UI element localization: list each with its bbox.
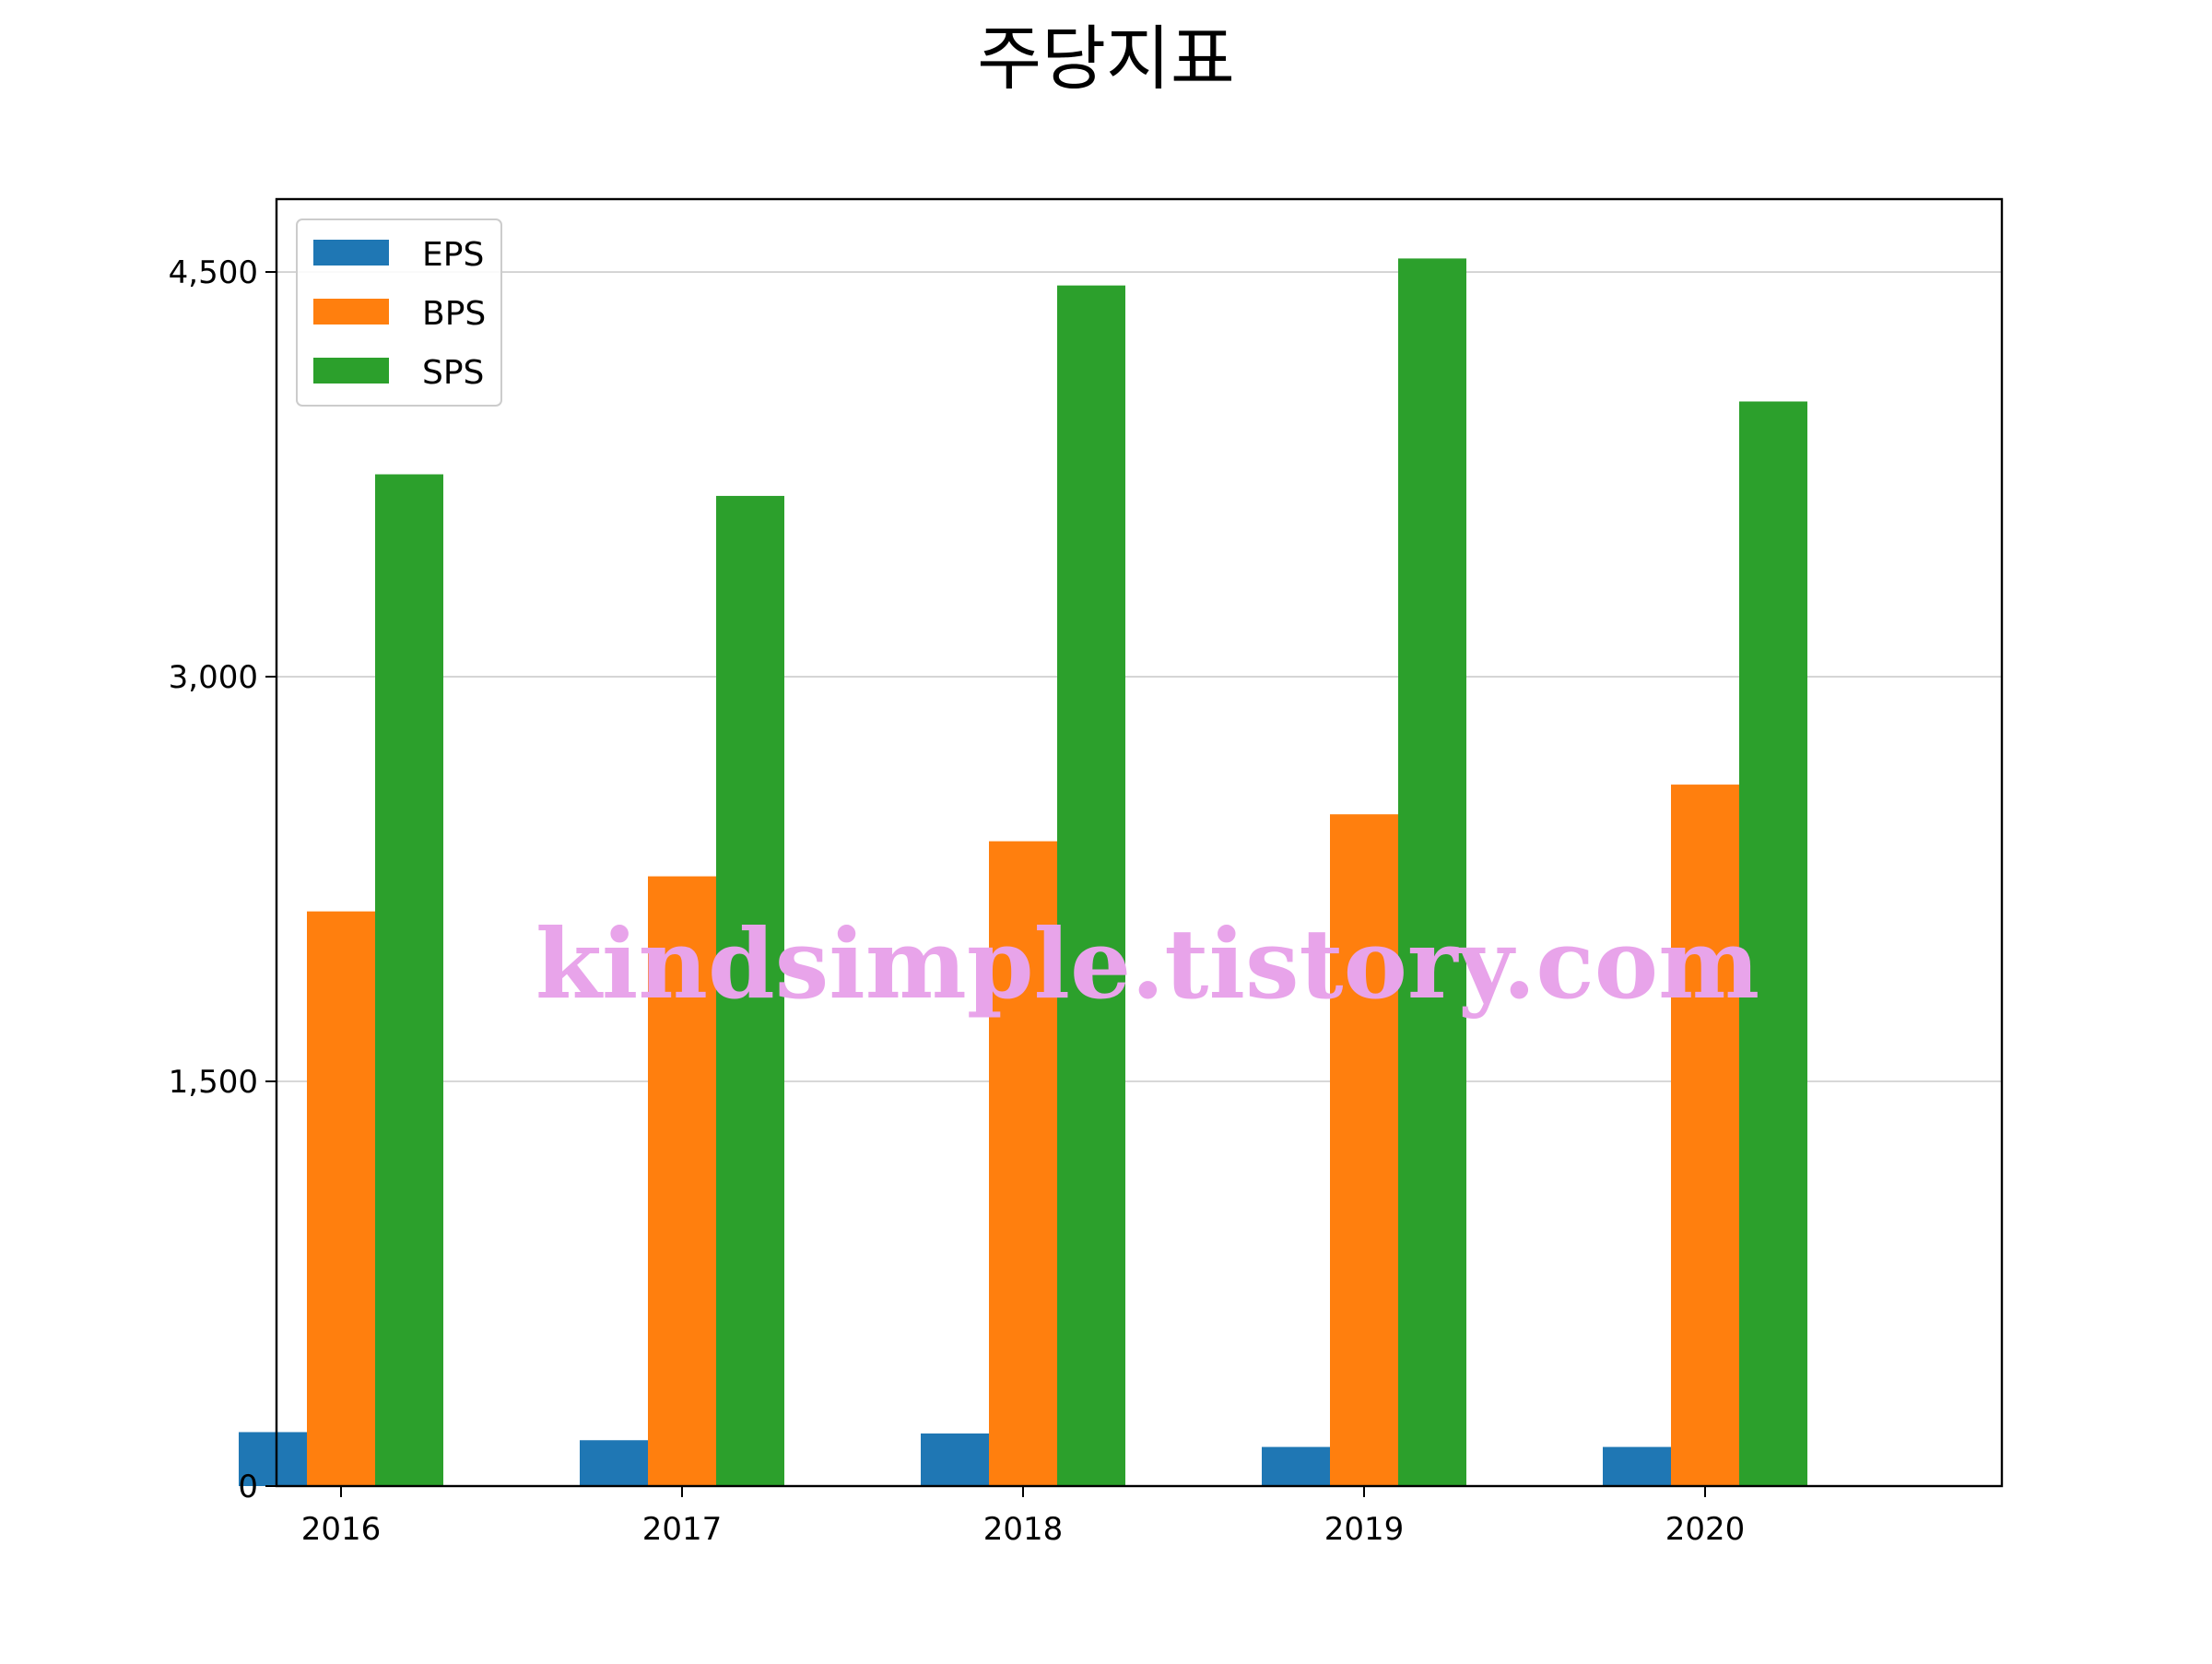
legend-label-eps: EPS xyxy=(422,236,484,274)
bar-sps-2019 xyxy=(1398,258,1466,1486)
axes xyxy=(275,197,2004,1488)
legend-label-bps: BPS xyxy=(422,295,486,333)
plot-frame xyxy=(275,197,2004,1488)
chart-title: 주당지표 xyxy=(977,18,1235,100)
legend: EPS BPS SPS xyxy=(296,218,502,407)
x-tick-label: 2018 xyxy=(983,1511,1064,1548)
bar-sps-2017 xyxy=(716,495,784,1486)
legend-label-sps: SPS xyxy=(422,354,484,392)
ticks: 0 1,500 3,000 4,500 2016 2017 2018 2019 2020 xyxy=(169,254,1746,1548)
y-tick-label: 4,500 xyxy=(169,254,258,291)
x-tick-label: 2017 xyxy=(642,1511,723,1548)
bar-sps-2016 xyxy=(375,474,443,1486)
watermark: kindsimple.tistory.com xyxy=(535,907,1759,1021)
bar-eps-2020 xyxy=(1603,1446,1671,1486)
bar-bps-2020 xyxy=(1671,785,1739,1486)
x-tick-label: 2020 xyxy=(1665,1511,1746,1548)
legend-swatch-bps xyxy=(313,299,389,325)
bars xyxy=(239,258,1807,1487)
bar-eps-2018 xyxy=(921,1433,989,1486)
y-tick-label: 0 xyxy=(238,1469,258,1505)
legend-swatch-sps xyxy=(313,358,389,384)
x-tick-label: 2019 xyxy=(1324,1511,1405,1548)
bar-sps-2020 xyxy=(1739,401,1807,1487)
bar-bps-2017 xyxy=(648,876,716,1486)
x-tick-label: 2016 xyxy=(301,1511,382,1548)
y-tick-label: 1,500 xyxy=(169,1064,258,1101)
bar-bps-2018 xyxy=(989,841,1057,1486)
y-tick-label: 3,000 xyxy=(169,659,258,696)
bar-sps-2018 xyxy=(1057,285,1125,1486)
bar-bps-2016 xyxy=(307,911,375,1486)
bar-eps-2016 xyxy=(239,1432,307,1486)
bar-eps-2019 xyxy=(1262,1446,1330,1486)
bar-eps-2017 xyxy=(580,1440,648,1486)
bar-bps-2019 xyxy=(1330,814,1398,1486)
legend-swatch-eps xyxy=(313,240,389,266)
